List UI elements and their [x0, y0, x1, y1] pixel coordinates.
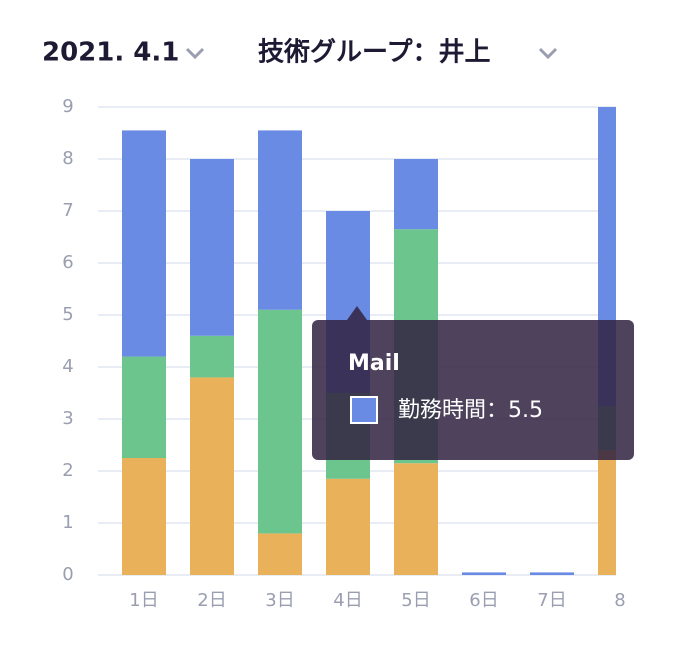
bar-segment [122, 130, 166, 357]
y-tick-label: 5 [62, 304, 73, 325]
bar-segment [122, 356, 166, 458]
x-tick-label: 1日 [129, 590, 158, 611]
x-tick-label: 4日 [333, 590, 362, 611]
chevron[interactable] [185, 47, 205, 60]
tooltip: Mail 勤務時間：5.5 [312, 306, 634, 460]
y-tick-label: 7 [62, 200, 73, 221]
date-select[interactable]: 2021. 4.1 [42, 38, 179, 68]
bar-segment [258, 130, 302, 310]
y-tick-label: 9 [62, 96, 73, 117]
chevron[interactable] [538, 47, 558, 60]
x-tick-label: 8 [614, 590, 625, 611]
tooltip-label: 勤務時間：5.5 [398, 398, 543, 423]
y-tick-label: 2 [62, 460, 73, 481]
bar-segment [394, 159, 438, 230]
bar-segment [190, 159, 234, 336]
bar-segment [190, 377, 234, 575]
y-tick-label: 0 [62, 564, 73, 585]
tooltip-title: Mail [348, 351, 400, 376]
y-tick-label: 3 [62, 408, 73, 429]
y-tick-label: 1 [62, 512, 73, 533]
tooltip-swatch [350, 396, 378, 424]
bar-segment [258, 309, 302, 534]
bar-segment [394, 463, 438, 575]
bar-segment [258, 533, 302, 575]
bar-segment [326, 478, 370, 575]
x-tick-label: 6日 [469, 590, 498, 611]
bar-segment [122, 458, 166, 575]
x-tick-label: 7日 [537, 590, 566, 611]
bar-segment [530, 572, 574, 575]
x-tick-label: 2日 [197, 590, 226, 611]
y-tick-label: 8 [62, 148, 73, 169]
group-select[interactable]: 技術グループ：井上 [258, 38, 490, 68]
x-tick-label: 3日 [265, 590, 294, 611]
x-tick-label: 5日 [401, 590, 430, 611]
tooltip-box [312, 320, 634, 460]
bar-segment [462, 572, 506, 575]
bar-segment [598, 450, 616, 575]
y-tick-label: 4 [62, 356, 73, 377]
tooltip-arrow [347, 306, 367, 320]
bar-segment [190, 335, 234, 378]
y-tick-label: 6 [62, 252, 73, 273]
